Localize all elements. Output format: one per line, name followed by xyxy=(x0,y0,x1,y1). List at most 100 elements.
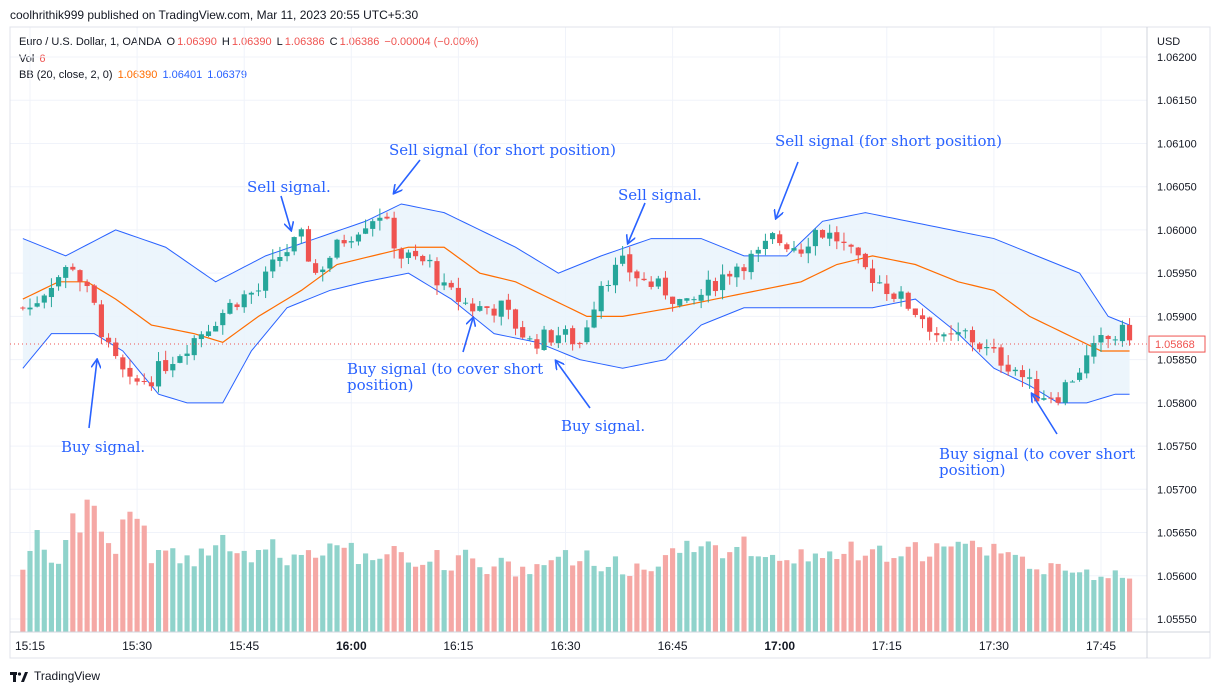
signal-annotation-text: position) xyxy=(347,376,414,394)
candle-body xyxy=(512,309,519,329)
candle-body xyxy=(805,246,811,254)
volume-bar xyxy=(241,550,247,632)
candle-body xyxy=(641,278,647,281)
open-label: O xyxy=(166,36,176,48)
volume-bar xyxy=(1119,577,1125,632)
volume-bar xyxy=(98,531,104,632)
candle-body xyxy=(698,294,704,301)
candle-body xyxy=(113,342,119,357)
candle-body xyxy=(605,284,611,286)
candle-body xyxy=(270,259,276,272)
candle-body xyxy=(734,266,740,278)
candle-body xyxy=(398,249,404,259)
close-label: C xyxy=(329,36,338,48)
candle-body xyxy=(891,293,897,299)
high-value: 1.06390 xyxy=(231,36,272,48)
volume-bar xyxy=(248,562,254,632)
candle-body xyxy=(91,285,97,303)
candle-body xyxy=(748,253,754,273)
volume-bar xyxy=(27,550,33,632)
lower-band-line xyxy=(22,272,1130,404)
volume-bar xyxy=(512,576,519,632)
volume-bar xyxy=(962,543,968,632)
candle-body xyxy=(584,327,590,343)
volume-bar xyxy=(348,542,354,632)
volume-bar xyxy=(191,566,197,632)
volume-bar xyxy=(91,505,97,632)
candle-body xyxy=(934,333,940,336)
candle-body xyxy=(648,281,654,287)
volume-bar xyxy=(441,570,447,632)
candle-body xyxy=(1012,369,1018,372)
volume-bar xyxy=(20,569,26,632)
volume-bar xyxy=(784,560,790,632)
signal-arrow xyxy=(628,202,646,243)
signal-annotation-text: Buy signal (to cover short xyxy=(939,445,1135,463)
volume-bar xyxy=(448,570,454,632)
signal-arrow xyxy=(280,195,291,230)
candle-body xyxy=(548,330,554,343)
volume-bar xyxy=(220,534,226,632)
signal-annotation-text: position) xyxy=(939,461,1006,479)
candle-body xyxy=(998,347,1004,366)
candle-body xyxy=(412,250,419,257)
volume-bar xyxy=(391,546,397,632)
volume-bar xyxy=(455,555,461,632)
y-tick-label: 1.05750 xyxy=(1157,441,1197,453)
volume-bar xyxy=(527,574,533,632)
candle-body xyxy=(591,309,597,328)
x-tick-label: 15:30 xyxy=(122,639,152,653)
volume-bar xyxy=(1062,570,1068,632)
candle-body xyxy=(1005,364,1011,372)
signal-arrow xyxy=(776,161,799,218)
volume-bar xyxy=(848,541,854,632)
candle-body xyxy=(255,290,262,292)
signal-annotation-text: Sell signal. xyxy=(618,186,702,204)
candle-body xyxy=(655,278,661,287)
candle-body xyxy=(762,240,768,250)
volume-bar xyxy=(698,546,704,632)
volume-bar xyxy=(55,563,62,632)
volume-bar xyxy=(634,563,640,632)
tradingview-brand: TradingView xyxy=(34,669,101,683)
volume-bar xyxy=(34,530,40,632)
volume-bar xyxy=(184,555,190,632)
candle-body xyxy=(905,292,911,309)
bb-lower-value: 1.06379 xyxy=(207,69,248,81)
low-value: 1.06386 xyxy=(284,36,325,48)
tradingview-footer[interactable]: TradingView xyxy=(10,669,100,683)
volume-bar xyxy=(484,574,490,632)
candle-body xyxy=(377,217,383,221)
volume-bar xyxy=(727,552,733,632)
volume-bar xyxy=(1084,569,1090,632)
volume-bar xyxy=(720,558,726,632)
volume-bar xyxy=(791,563,797,632)
candle-body xyxy=(155,361,162,387)
candle-body xyxy=(1112,339,1118,341)
volume-bar xyxy=(155,550,162,632)
volume-bar xyxy=(620,574,626,632)
band-fill xyxy=(22,203,1130,403)
volume-bar xyxy=(570,565,576,632)
volume-bar xyxy=(1048,563,1054,632)
volume-bar xyxy=(263,549,269,632)
volume-bar xyxy=(969,540,976,632)
x-tick-label: 17:30 xyxy=(979,639,1009,653)
volume-bar xyxy=(855,560,861,632)
volume-bar xyxy=(912,542,918,632)
candle-body xyxy=(462,302,469,304)
volume-bar xyxy=(934,543,940,632)
bollinger-legend[interactable]: BB (20, close, 2, 0) 1.06390 1.06401 1.0… xyxy=(19,69,249,81)
candle-body xyxy=(1019,370,1026,378)
candle-body xyxy=(727,273,733,277)
volume-bar xyxy=(862,555,868,632)
candle-body xyxy=(1098,335,1104,343)
volume-bar xyxy=(255,549,262,632)
candle-body xyxy=(705,279,711,296)
candle-body xyxy=(220,312,226,326)
candle-body xyxy=(677,299,683,306)
last-price-label: 1.05868 xyxy=(1155,339,1195,351)
volume-bars xyxy=(20,499,1133,632)
